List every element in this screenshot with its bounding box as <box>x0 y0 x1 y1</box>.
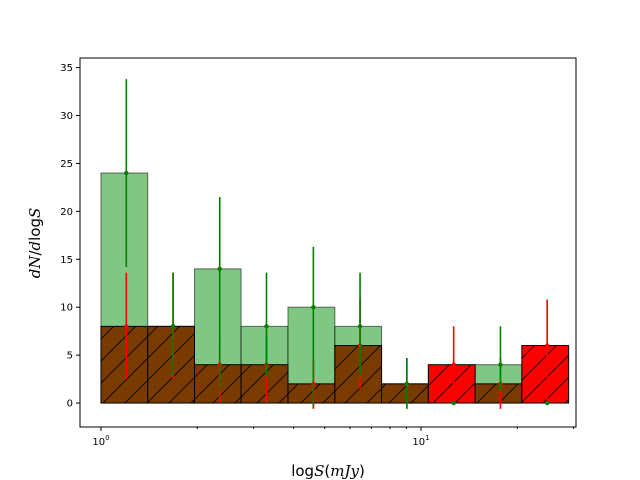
red-point <box>544 343 550 348</box>
red-bar-hatch <box>428 364 476 404</box>
red-bar-hatch <box>334 345 382 404</box>
green-point <box>217 266 222 272</box>
green-point <box>124 170 129 176</box>
red-bar <box>147 325 195 404</box>
y-tick-label: 20 <box>60 207 73 218</box>
green-point <box>357 324 363 329</box>
y-axis-label: dN/dlogS <box>26 208 44 279</box>
red-bar <box>427 364 476 404</box>
y-tick-label: 10 <box>60 303 73 314</box>
red-bar <box>100 325 149 404</box>
red-bar-hatch <box>521 345 569 404</box>
red-bar <box>381 383 429 404</box>
plot-frame <box>79 57 577 428</box>
x-axis-label: logS(mJy) <box>291 462 365 480</box>
red-bar <box>521 345 570 404</box>
red-bar <box>193 364 242 404</box>
red-bar-hatch <box>287 383 335 404</box>
x-axis-ticks: 100 101 <box>92 427 575 448</box>
red-bar-hatch <box>241 364 288 404</box>
green-point <box>404 381 410 387</box>
red-bar-hatch <box>147 326 195 404</box>
green-point <box>264 324 269 329</box>
y-tick-label: 0 <box>67 399 73 410</box>
green-point <box>544 400 550 406</box>
y-tick-label: 25 <box>60 159 73 170</box>
green-point <box>311 304 316 310</box>
red-bar-hatch <box>194 364 242 404</box>
x-tick-label: 101 <box>412 434 429 448</box>
y-tick-label: 35 <box>60 63 73 74</box>
red-point <box>451 362 456 367</box>
y-tick-label: 30 <box>60 111 73 122</box>
red-bar-hatch <box>100 326 148 404</box>
y-tick-label: 5 <box>67 351 73 362</box>
y-tick-label: 15 <box>60 255 73 266</box>
y-axis-ticks: 0 5 10 15 20 25 30 35 <box>60 63 80 410</box>
red-bar-hatch <box>381 383 429 404</box>
x-tick-label: 100 <box>92 434 109 448</box>
red-bar-hatch <box>475 383 522 404</box>
red-bar <box>240 364 289 404</box>
green-point <box>170 324 176 329</box>
red-point <box>124 324 129 329</box>
red-bar <box>287 383 336 404</box>
green-error-bars-layer <box>124 79 550 409</box>
green-point <box>451 400 456 406</box>
red-bars-layer <box>100 325 570 404</box>
red-bar <box>334 345 383 404</box>
green-point <box>498 362 503 367</box>
red-bar <box>474 383 523 404</box>
